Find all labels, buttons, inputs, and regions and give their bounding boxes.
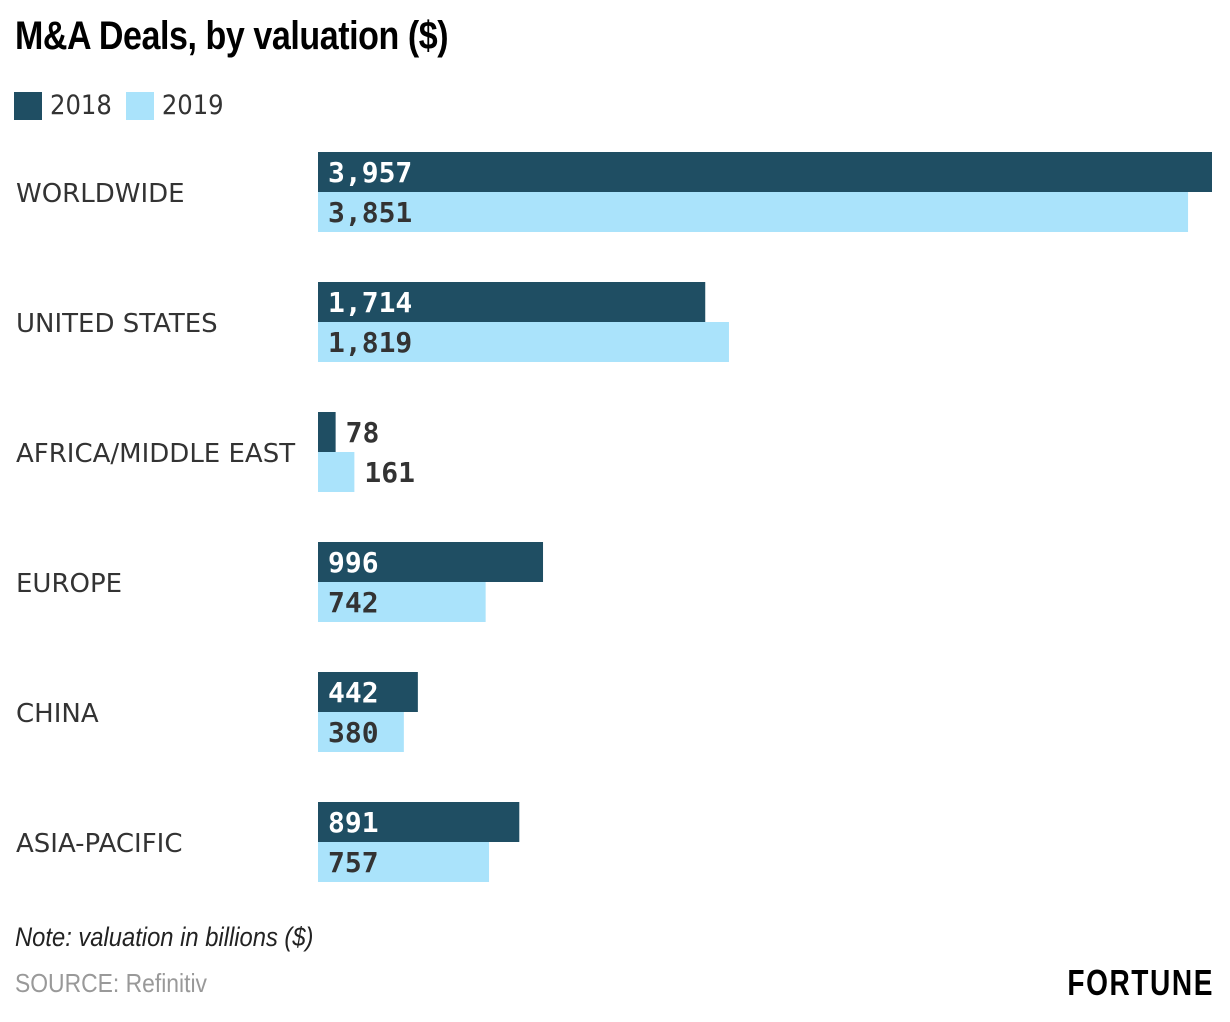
bar-2019 xyxy=(318,452,355,492)
fortune-logo: FORTUNE xyxy=(1067,962,1214,1003)
source: SOURCE: Refinitiv xyxy=(15,968,207,998)
data-label: 3,851 xyxy=(328,196,412,229)
legend-label: 2018 xyxy=(50,90,112,121)
bar-2018 xyxy=(318,282,706,322)
bar-2019 xyxy=(318,582,486,622)
bar-2019 xyxy=(318,842,490,882)
data-label: 78 xyxy=(346,416,380,449)
bar-2019 xyxy=(318,192,1189,232)
category-label: WORLDWIDE xyxy=(16,179,185,209)
bar-2019 xyxy=(318,712,404,752)
bar-2018 xyxy=(318,152,1212,192)
data-label: 1,714 xyxy=(328,286,412,319)
data-label: 891 xyxy=(328,806,379,839)
chart-title: M&A Deals, by valuation ($) xyxy=(15,14,449,58)
data-label: 161 xyxy=(364,456,415,489)
legend-swatch-2019 xyxy=(125,91,154,120)
bar-2018 xyxy=(318,412,336,452)
data-label: 1,819 xyxy=(328,326,412,359)
note: Note: valuation in billions ($) xyxy=(15,922,314,952)
bar-2018 xyxy=(318,802,520,842)
legend-item-2018: 2018 xyxy=(14,90,112,121)
category-label: AFRICA/MIDDLE EAST xyxy=(16,439,295,469)
bar-2019 xyxy=(318,322,729,362)
legend: 2018 2019 xyxy=(14,90,238,121)
legend-label: 2019 xyxy=(161,90,224,121)
data-label: 380 xyxy=(328,716,379,749)
bar-2018 xyxy=(318,672,418,712)
data-label: 757 xyxy=(328,846,379,879)
category-label: EUROPE xyxy=(16,569,122,599)
legend-swatch-2018 xyxy=(14,91,42,120)
data-label: 442 xyxy=(328,676,379,709)
category-label: ASIA-PACIFIC xyxy=(16,829,183,859)
data-label: 3,957 xyxy=(328,156,412,189)
data-label: 742 xyxy=(328,586,379,619)
category-label: UNITED STATES xyxy=(16,309,218,339)
legend-item-2019: 2019 xyxy=(125,90,224,121)
data-label: 996 xyxy=(328,546,379,579)
bar-2018 xyxy=(318,542,544,582)
category-label: CHINA xyxy=(16,699,99,729)
